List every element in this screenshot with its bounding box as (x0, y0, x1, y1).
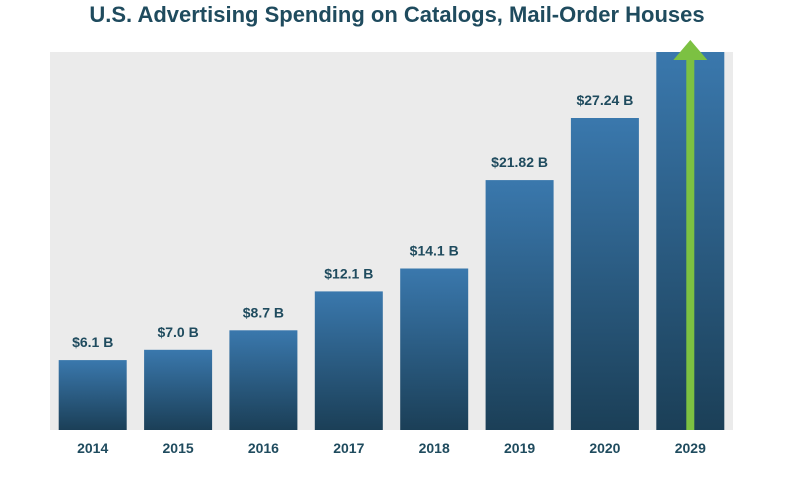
bar-2014 (58, 360, 127, 430)
data-label-2019: $21.82 B (491, 154, 548, 170)
bar-2016 (229, 330, 298, 430)
bars-group (58, 52, 725, 430)
data-label-2014: $6.1 B (72, 334, 113, 350)
growth-arrow-shaft (686, 56, 695, 430)
x-tick-2014: 2014 (77, 440, 108, 456)
x-tick-2017: 2017 (333, 440, 364, 456)
x-tick-2019: 2019 (504, 440, 535, 456)
growth-arrow-head (673, 40, 708, 60)
data-labels-group: $6.1 B $7.0 B $8.7 B $12.1 B $14.1 B $21.82 B… (72, 92, 633, 350)
data-label-2015: $7.0 B (157, 324, 198, 340)
data-label-2016: $8.7 B (243, 304, 284, 320)
data-label-2017: $12.1 B (324, 265, 373, 281)
x-tick-2020: 2020 (589, 440, 620, 456)
data-label-2020: $27.24 B (576, 92, 633, 108)
chart-title: U.S. Advertising Spending on Catalogs, M… (89, 2, 704, 27)
x-tick-2016: 2016 (248, 440, 279, 456)
bar-2019 (485, 180, 554, 430)
data-label-2018: $14.1 B (410, 243, 459, 259)
x-tick-2029: 2029 (675, 440, 706, 456)
x-tick-2015: 2015 (163, 440, 194, 456)
bar-2015 (144, 349, 213, 430)
bar-2018 (400, 268, 469, 430)
growth-arrow-group (673, 40, 708, 430)
bar-2017 (314, 291, 383, 430)
bar-2020 (570, 118, 639, 430)
x-tick-2018: 2018 (419, 440, 450, 456)
x-axis-ticks: 2014 2015 2016 2017 2018 2019 2020 2029 (77, 440, 706, 456)
